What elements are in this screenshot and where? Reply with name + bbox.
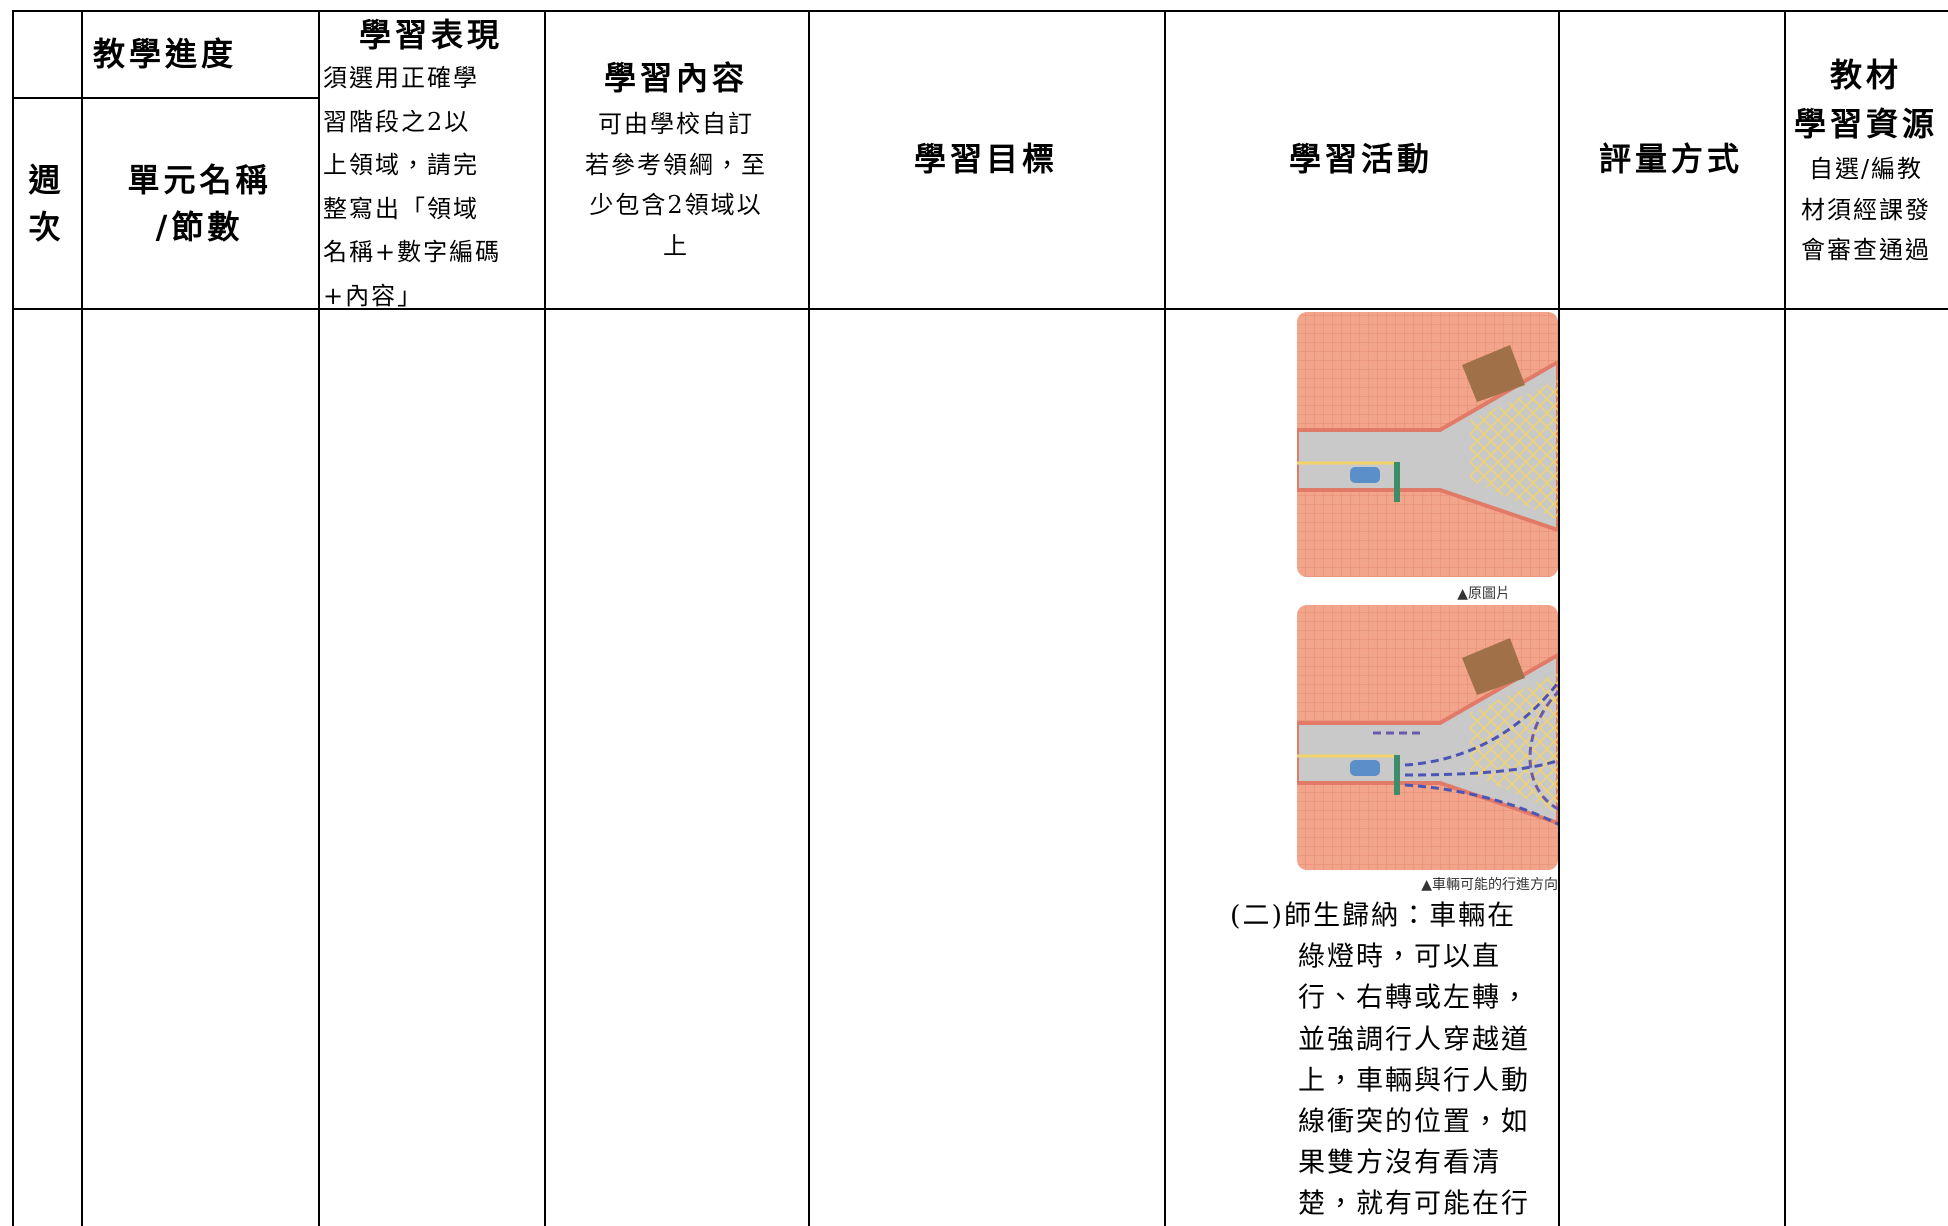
activity-text: 果雙方沒有看清 — [1298, 1147, 1501, 1179]
table-rule — [318, 10, 320, 1226]
activity-text: 並強調行人穿越道 — [1298, 1024, 1530, 1056]
table-rule — [1164, 10, 1166, 1226]
header-note: 整寫出「領域 — [323, 194, 479, 223]
table-rule — [12, 97, 318, 99]
header-note: 可由學校自訂 — [598, 110, 754, 138]
activity-text: 綠燈時，可以直 — [1298, 941, 1501, 973]
table-rule — [12, 10, 1948, 12]
header-note: 自選/編教 — [1808, 155, 1924, 183]
table-rule — [81, 10, 83, 1226]
header-week: 週 — [28, 161, 65, 199]
image-caption: ▲原圖片 — [1457, 586, 1510, 602]
header-assessment: 評量方式 — [1598, 140, 1744, 178]
activity-text: 線衝突的位置，如 — [1298, 1106, 1530, 1138]
header-activities: 學習活動 — [1288, 140, 1434, 178]
header-performance: 學習表現 — [358, 16, 504, 54]
header-note: 上 — [663, 231, 689, 260]
header-unit: 單元名稱 — [127, 161, 272, 199]
table-rule — [544, 10, 546, 1226]
table-rule — [12, 10, 14, 1226]
table-rule — [1558, 10, 1560, 1226]
header-note: 須選用正確學 — [323, 64, 479, 92]
image-caption: ▲車輛可能的行進方向 — [1421, 877, 1558, 893]
table-rule — [12, 308, 1948, 310]
activity-text: 行、右轉或左轉， — [1298, 982, 1530, 1014]
header-note: 少包含2領域以 — [589, 191, 763, 219]
activity-text: 楚，就有可能在行 — [1298, 1188, 1530, 1220]
header-materials: 學習資源 — [1793, 105, 1939, 143]
header-unit: /節數 — [155, 208, 244, 246]
header-note: 名稱+數字編碼 — [323, 238, 502, 266]
header-progress: 教學進度 — [92, 35, 238, 73]
activity-text: (二)師生歸納：車輛在 — [1230, 900, 1517, 932]
direction-image — [1297, 605, 1558, 870]
header-note: 上領域，請完 — [323, 151, 479, 179]
header-week: 次 — [28, 208, 65, 246]
header-note: +內容」 — [323, 281, 424, 310]
header-note: 若參考領綱，至 — [585, 150, 767, 179]
header-content: 學習內容 — [603, 59, 749, 97]
table-rule — [1784, 10, 1786, 1226]
header-note: 材須經課發 — [1801, 195, 1931, 224]
header-objectives: 學習目標 — [913, 140, 1059, 178]
table-rule — [808, 10, 810, 1226]
original-image — [1297, 312, 1558, 577]
header-materials: 教材 — [1829, 56, 1903, 94]
header-note: 習階段之2以 — [323, 107, 471, 136]
activity-text: 上，車輛與行人動 — [1298, 1065, 1530, 1097]
header-note: 會審查通過 — [1801, 236, 1931, 264]
